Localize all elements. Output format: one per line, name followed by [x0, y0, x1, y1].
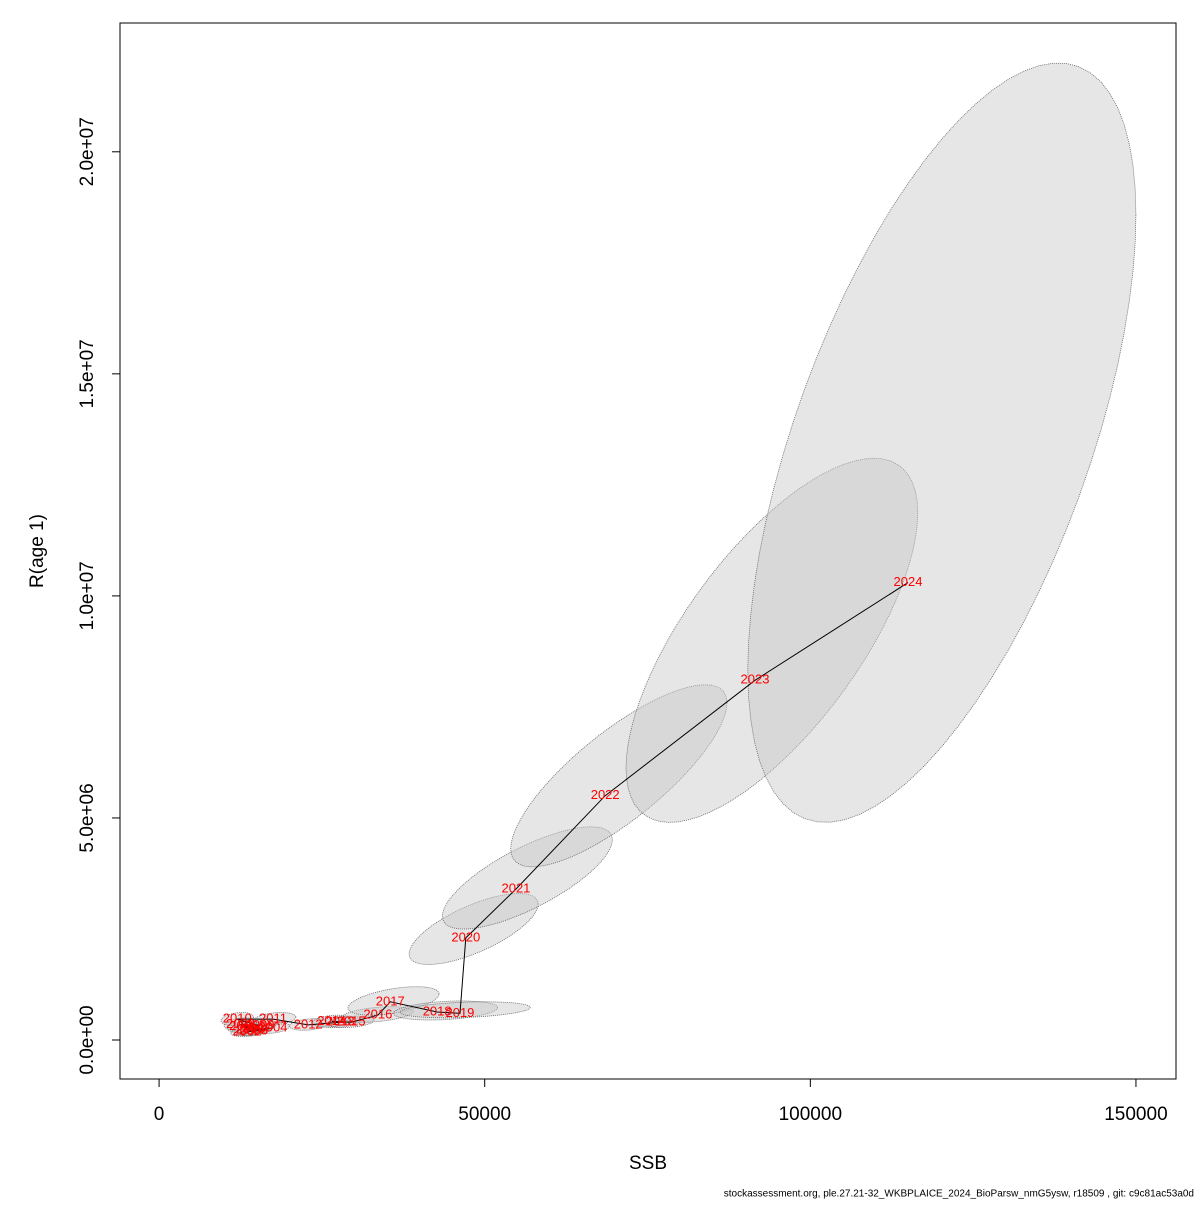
confidence-region	[625, 457, 919, 823]
confidence-region	[399, 1001, 531, 1019]
point-label: 2004	[259, 1019, 288, 1034]
confidence-region	[510, 684, 728, 868]
x-axis-label: SSB	[629, 1153, 667, 1174]
point-label: 2002	[233, 1023, 262, 1038]
point-label: 2012	[294, 1016, 323, 1031]
point-label: 2009	[246, 1017, 275, 1032]
point-label: 2010	[223, 1011, 252, 1026]
y-tick-label: 0.0e+00	[77, 1005, 98, 1074]
y-tick-label: 1.5e+07	[77, 339, 98, 408]
point-label: 2020	[451, 929, 480, 944]
y-tick-label: 5.0e+06	[77, 783, 98, 852]
confidence-region	[747, 62, 1137, 823]
point-label: 2006	[229, 1018, 258, 1033]
point-label: 2022	[591, 787, 620, 802]
point-label: 2017	[376, 993, 405, 1008]
confidence-region	[408, 893, 539, 965]
point-label: 2019	[445, 1005, 474, 1020]
point-label: 2011	[259, 1011, 287, 1026]
y-tick-label: 1.0e+07	[77, 561, 98, 630]
x-tick-label: 50000	[458, 1104, 511, 1125]
point-label: 2008	[226, 1016, 255, 1031]
x-tick-label: 150000	[1104, 1104, 1167, 1125]
point-label: 2016	[363, 1007, 392, 1022]
footer: stockassessment.org, ple.27.21-32_WKBPLA…	[724, 1189, 1194, 1200]
y-tick-label: 2.0e+07	[77, 117, 98, 186]
point-label: 2024	[894, 574, 923, 589]
y-axis-label: R(age 1)	[27, 514, 48, 588]
point-label: 2014	[317, 1013, 346, 1028]
point-label: 2023	[741, 672, 770, 687]
confidence-region	[347, 986, 440, 1016]
point-label: 2003	[239, 1023, 268, 1038]
point-label: 2007	[242, 1020, 271, 1035]
point-label: 2021	[501, 880, 530, 895]
plot-frame	[119, 22, 1177, 1080]
x-tick-label: 100000	[779, 1104, 842, 1125]
point-label: 2018	[423, 1003, 452, 1018]
x-tick-label: 0	[154, 1104, 165, 1125]
trajectory-line	[237, 582, 909, 1033]
confidence-region	[340, 1006, 414, 1023]
point-label: 2015	[337, 1014, 366, 1029]
point-label: 2013	[326, 1014, 355, 1029]
confidence-region	[441, 826, 613, 930]
point-label: 2005	[236, 1022, 265, 1037]
